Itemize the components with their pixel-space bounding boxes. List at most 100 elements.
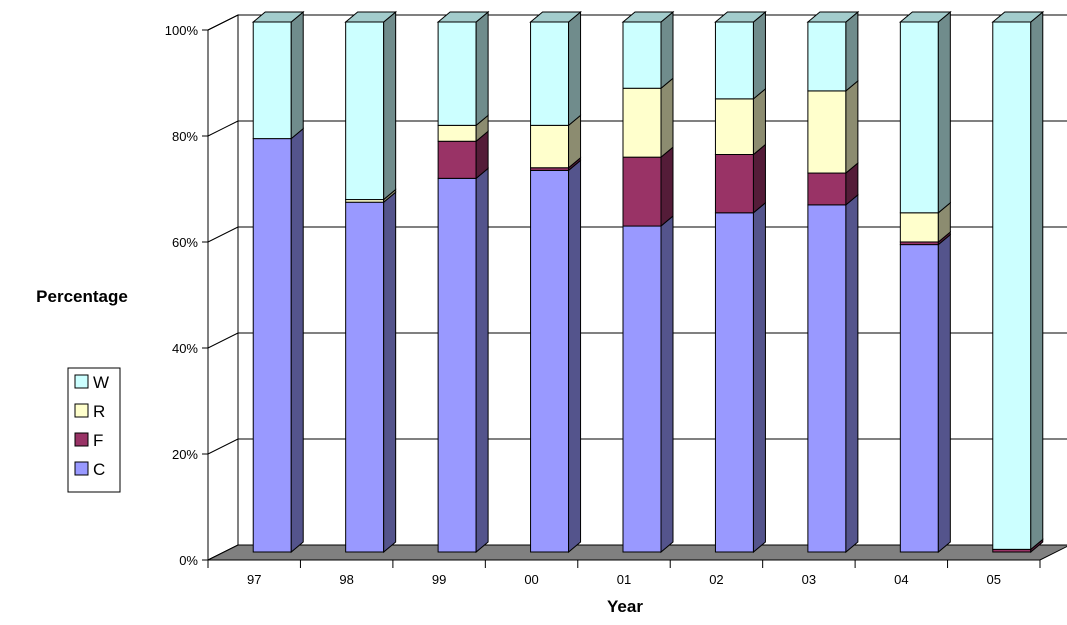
bar-top <box>714 11 767 23</box>
x-tick-label: 05 <box>987 572 1001 587</box>
bar-segment <box>622 156 662 227</box>
x-tick-label: 04 <box>894 572 908 587</box>
bar-segment-side <box>660 214 674 554</box>
bar-segment-side <box>290 127 304 554</box>
bar-segment <box>899 212 939 243</box>
x-tick-label: 00 <box>524 572 538 587</box>
bar-segment <box>992 21 1032 550</box>
x-tick-label: 98 <box>339 572 353 587</box>
bar-segment <box>807 204 847 553</box>
gridline-side <box>207 226 239 243</box>
bar-segment-side <box>752 201 766 554</box>
gridline-side <box>207 438 239 455</box>
bar-segment-side <box>568 10 582 127</box>
legend-label: R <box>93 402 105 421</box>
y-tick-label: 80% <box>172 129 198 144</box>
bar-segment <box>252 21 292 140</box>
bar-segment <box>437 177 477 553</box>
bar-segment <box>714 212 754 553</box>
bar-segment-side <box>475 167 489 554</box>
bar-segment <box>714 154 754 214</box>
bar-segment-side <box>937 233 951 554</box>
x-tick-label: 97 <box>247 572 261 587</box>
y-tick-label: 40% <box>172 341 198 356</box>
gridline-side <box>207 120 239 137</box>
x-tick-label: 01 <box>617 572 631 587</box>
bar-segment <box>714 98 754 155</box>
bar-segment-side <box>1030 10 1044 551</box>
bar-stack <box>251 10 305 554</box>
bar-top <box>436 11 490 23</box>
x-axis-title: Year <box>607 597 643 616</box>
bar-segment <box>714 21 754 100</box>
bar-segment <box>437 124 477 142</box>
y-tick-label: 0% <box>179 553 198 568</box>
bar-segment <box>437 140 477 179</box>
bars <box>251 10 1045 554</box>
y-tick-label: 100% <box>165 23 199 38</box>
bar-segment-side <box>660 146 674 228</box>
legend-swatch <box>74 461 89 476</box>
bar-segment-side <box>845 79 859 175</box>
bar-segment <box>622 21 662 89</box>
bar-stack <box>436 10 490 554</box>
bar-segment-side <box>752 87 766 156</box>
bar-segment-side <box>660 77 674 159</box>
bar-segment <box>807 172 847 206</box>
bar-segment <box>622 87 662 158</box>
x-tick-label: 03 <box>802 572 816 587</box>
legend-swatch <box>74 403 89 418</box>
axis-labels: 0% 20% 40% 60% 80% 100% 97 98 99 00 01 02 03 04 05 <box>165 23 1001 587</box>
bar-segment <box>530 169 570 553</box>
bar-stack <box>344 10 398 554</box>
bar-segment <box>899 21 939 214</box>
bar-top <box>251 11 305 23</box>
bar-stack <box>621 10 675 554</box>
bar-segment <box>899 244 939 553</box>
bar-segment <box>807 21 847 92</box>
bar-segment-side <box>752 10 766 100</box>
bar-segment <box>437 21 477 126</box>
y-axis-title: Percentage <box>36 287 128 306</box>
bar-segment <box>622 225 662 553</box>
bar-segment <box>807 90 847 174</box>
bar-top <box>991 11 1045 23</box>
bar-top <box>529 11 582 23</box>
legend-label: W <box>93 373 109 392</box>
bar-segment <box>252 138 292 553</box>
bar-segment-side <box>845 193 859 554</box>
legend-swatch <box>74 374 89 389</box>
bar-segment <box>530 21 570 126</box>
bar-segment-side <box>383 10 397 201</box>
bar-segment-side <box>752 143 766 214</box>
bar-top <box>621 11 675 23</box>
bar-stack <box>806 10 860 554</box>
bar-stack <box>991 10 1045 554</box>
gridline-side <box>207 14 239 31</box>
x-tick-label: 99 <box>432 572 446 587</box>
bar-stack <box>714 10 767 554</box>
bar-segment-side <box>660 10 674 90</box>
legend-label: F <box>93 431 103 450</box>
bar-segment <box>345 201 385 553</box>
bar-top <box>898 11 952 23</box>
bar-segment-side <box>475 10 489 127</box>
bar-segment-side <box>937 10 951 214</box>
bar-top <box>344 11 398 23</box>
gridline-side <box>207 332 239 349</box>
bar-segment-side <box>568 159 582 554</box>
side-wall <box>207 14 239 561</box>
axes <box>202 29 1041 568</box>
bar-stack <box>898 10 952 554</box>
bar-segment-side <box>290 10 304 140</box>
y-tick-label: 60% <box>172 235 198 250</box>
y-tick-label: 20% <box>172 447 198 462</box>
bar-top <box>806 11 860 23</box>
bar-segment <box>345 21 385 201</box>
bar-stack <box>529 10 582 554</box>
bar-segment-side <box>383 191 397 554</box>
bar-segment <box>530 124 570 169</box>
